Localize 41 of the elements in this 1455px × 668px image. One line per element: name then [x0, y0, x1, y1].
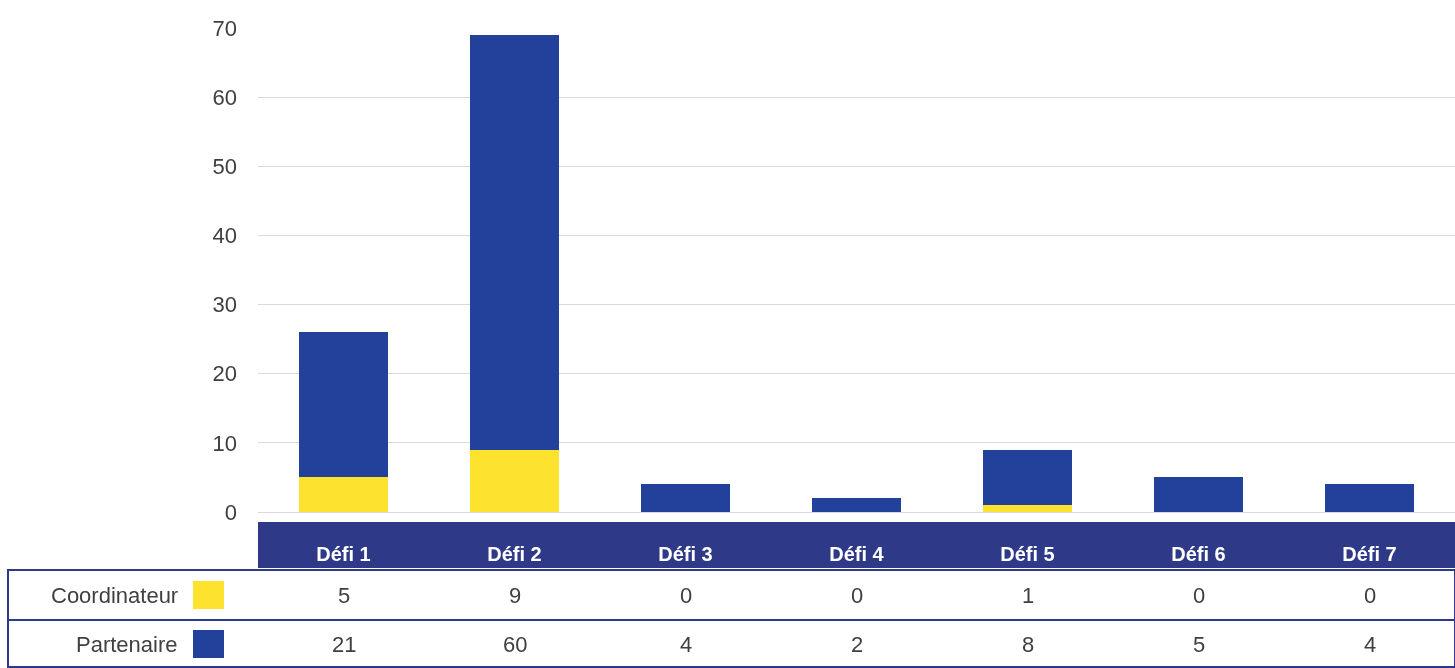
bar: [299, 332, 388, 478]
legend-label: Partenaire: [76, 632, 178, 657]
y-tick-label: 50: [212, 153, 237, 179]
bar: [641, 484, 730, 512]
x-tick-label: Défi 5: [1000, 543, 1055, 565]
bar: [983, 449, 1072, 506]
y-tick-label: 30: [212, 292, 237, 318]
data-label: 4: [680, 632, 693, 657]
data-label: 21: [332, 632, 357, 657]
bar: [1325, 484, 1414, 512]
x-tick-label: Défi 3: [658, 543, 713, 565]
bar: [470, 34, 559, 450]
data-label: 0: [680, 583, 693, 608]
y-tick-label: 10: [212, 430, 237, 456]
data-label: 4: [1364, 632, 1377, 657]
bar: [1154, 477, 1243, 512]
x-tick-label: Défi 1: [316, 543, 371, 565]
data-label: 0: [1193, 583, 1206, 608]
data-label: 5: [338, 583, 351, 608]
y-tick-label: 0: [224, 499, 237, 525]
y-tick-label: 60: [212, 84, 237, 110]
y-tick-label: 20: [212, 361, 237, 387]
bar: [983, 505, 1072, 512]
x-tick-label: Défi 6: [1171, 543, 1226, 565]
bar: [470, 449, 559, 512]
bar: [299, 477, 388, 512]
x-tick-label: Défi 7: [1342, 543, 1397, 565]
data-label: 60: [503, 632, 528, 657]
data-label: 0: [1364, 583, 1377, 608]
data-label: 0: [851, 583, 864, 608]
bar: [812, 498, 901, 512]
data-label: 2: [851, 632, 864, 657]
data-label: 8: [1022, 632, 1035, 657]
y-tick-label: 70: [212, 15, 237, 41]
x-tick-label: Défi 2: [487, 543, 542, 565]
data-label: 5: [1193, 632, 1206, 657]
y-tick-label: 40: [212, 223, 237, 249]
data-label: 1: [1022, 583, 1035, 608]
legend-label: Coordinateur: [51, 583, 179, 608]
data-label: 9: [509, 583, 522, 608]
x-tick-label: Défi 4: [829, 543, 885, 565]
